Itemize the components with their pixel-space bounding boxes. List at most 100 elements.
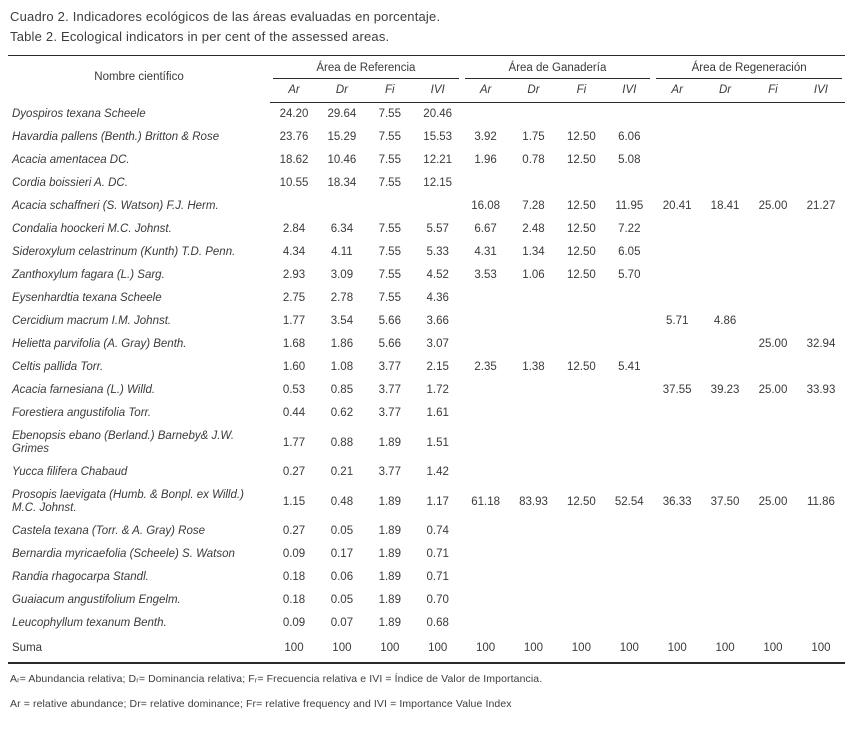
value-cell [557, 310, 605, 333]
value-cell: 0.88 [330, 436, 354, 449]
value-cell [701, 566, 749, 589]
species-name: Castela texana (Torr. & A. Gray) Rose [12, 525, 206, 537]
value-cell: 7.55 [378, 154, 401, 166]
species-name: Acacia farnesiana (L.) Willd. [12, 384, 156, 396]
value-cell [510, 612, 558, 635]
value-cell: 0.53 [282, 384, 306, 396]
value-cell: 100 [571, 642, 591, 654]
value-cell [605, 589, 653, 612]
value-cell: 0.09 [282, 548, 306, 560]
value-cell [749, 126, 797, 149]
page: Cuadro 2. Indicadores ecológicos de las … [8, 9, 845, 710]
value-cell: 23.76 [279, 131, 309, 143]
value-cell: 29.64 [327, 108, 357, 120]
value-cell [653, 520, 701, 543]
value-cell: 4.36 [426, 292, 449, 304]
value-cell: 1.89 [378, 436, 401, 449]
value-cell [510, 566, 558, 589]
value-cell: 12.21 [423, 154, 453, 166]
species-name: Randia rhagocarpa Standl. [12, 571, 149, 583]
table-row: Sideroxylum celastrinum (Kunth) T.D. Pen… [8, 241, 845, 264]
value-cell [749, 520, 797, 543]
value-cell [510, 589, 558, 612]
value-cell: 18.41 [710, 200, 740, 212]
value-cell: 11.86 [806, 495, 835, 508]
value-cell [701, 172, 749, 195]
species-name: Zanthoxylum fagara (L.) Sarg. [12, 269, 165, 281]
value-cell: 6.05 [618, 246, 641, 258]
table-row: Helietta parvifolia (A. Gray) Benth. 1.68… [8, 333, 845, 356]
value-cell [749, 589, 797, 612]
value-cell [653, 612, 701, 635]
value-cell [462, 333, 510, 356]
value-cell [605, 612, 653, 635]
value-cell [557, 379, 605, 402]
value-cell [557, 612, 605, 635]
value-cell [749, 543, 797, 566]
value-cell: 0.18 [282, 571, 306, 583]
value-cell: 12.15 [423, 177, 453, 189]
value-cell: 100 [715, 642, 735, 654]
value-cell [462, 520, 510, 543]
value-cell [701, 589, 749, 612]
group-header-regeneracion-label: Área de Regeneración [656, 62, 842, 79]
table-row: Ebenopsis ebano (Berland.) Barneby& J.W.… [8, 425, 845, 461]
value-cell: 24.20 [279, 108, 309, 120]
value-cell: 1.38 [522, 361, 545, 373]
value-cell [749, 356, 797, 379]
value-cell [701, 103, 749, 127]
value-cell [701, 612, 749, 635]
group-header-row: Nombre científico Área de Referencia Áre… [8, 56, 845, 83]
value-cell [797, 461, 845, 484]
value-cell: 5.41 [618, 361, 641, 373]
value-cell [557, 461, 605, 484]
value-cell [366, 195, 414, 218]
value-cell [557, 402, 605, 425]
value-cell: 10.46 [327, 154, 357, 166]
value-cell: 12.50 [566, 131, 596, 143]
value-cell [510, 402, 558, 425]
table-row: Acacia schaffneri (S. Watson) F.J. Herm.… [8, 195, 845, 218]
value-cell [653, 149, 701, 172]
value-cell [653, 589, 701, 612]
value-cell: 1.15 [282, 495, 306, 508]
value-cell: 0.07 [330, 617, 354, 629]
value-cell [462, 379, 510, 402]
value-cell [797, 566, 845, 589]
value-cell: 18.62 [279, 154, 309, 166]
value-cell [605, 566, 653, 589]
value-cell [749, 402, 797, 425]
table-row: Guaiacum angustifolium Engelm. 0.18 0.05 1.… [8, 589, 845, 612]
value-cell [797, 425, 845, 461]
value-cell [653, 402, 701, 425]
value-cell [557, 103, 605, 127]
value-cell [557, 543, 605, 566]
value-cell: 1.89 [378, 495, 401, 508]
subheader-dr-regeneracion: Dr [701, 79, 750, 103]
value-cell: 1.77 [282, 436, 306, 449]
value-cell [797, 520, 845, 543]
value-cell [605, 172, 653, 195]
value-cell [462, 310, 510, 333]
value-cell: 3.54 [330, 315, 354, 327]
footnote-spanish: Aᵣ= Abundancia relativa; Dᵣ= Dominancia … [10, 673, 543, 685]
value-cell: 2.75 [282, 292, 306, 304]
table-row: Celtis pallida Torr. 1.60 1.08 3.77 2.15 2.35… [8, 356, 845, 379]
value-cell: 83.93 [519, 495, 548, 508]
value-cell [510, 333, 558, 356]
value-cell: 1.89 [378, 571, 401, 583]
value-cell: 61.18 [471, 495, 500, 508]
species-name: Prosopis laevigata (Humb. & Bonpl. ex Wi… [12, 489, 244, 514]
value-cell: 0.09 [282, 617, 306, 629]
value-cell [749, 103, 797, 127]
value-cell: 12.50 [566, 246, 596, 258]
value-cell [605, 461, 653, 484]
value-cell [797, 149, 845, 172]
value-cell [462, 589, 510, 612]
value-cell: 37.50 [710, 495, 740, 508]
species-name: Acacia schaffneri (S. Watson) F.J. Herm. [12, 200, 219, 212]
value-cell: 12.50 [566, 154, 596, 166]
species-name: Helietta parvifolia (A. Gray) Benth. [12, 338, 187, 350]
value-cell [797, 589, 845, 612]
value-cell: 0.78 [522, 154, 545, 166]
